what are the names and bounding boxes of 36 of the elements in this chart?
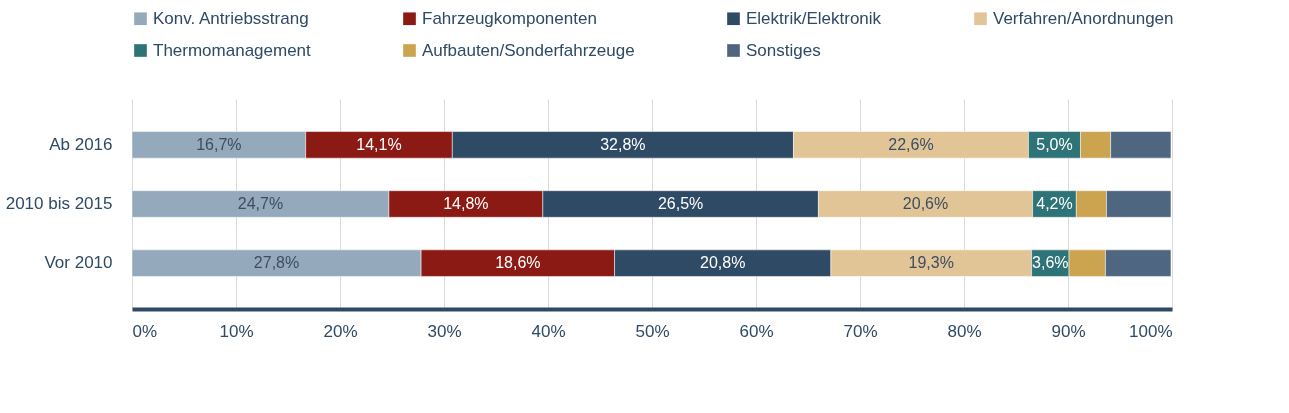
legend-label: Elektrik/Elektronik bbox=[746, 8, 882, 28]
data-label: 14,1% bbox=[356, 135, 402, 153]
legend-label: Aufbauten/Sonderfahrzeuge bbox=[422, 40, 635, 60]
data-label: 16,7% bbox=[196, 135, 242, 153]
x-tick-label: 40% bbox=[531, 321, 566, 341]
data-label: 26,5% bbox=[657, 195, 704, 212]
legend-label: Konv. Antriebsstrang bbox=[153, 8, 309, 28]
x-tick-label: 0% bbox=[132, 321, 158, 341]
x-tick-label: 70% bbox=[843, 321, 878, 341]
data-label: 32,8% bbox=[600, 135, 646, 153]
y-tick-label: 2010 bis 2015 bbox=[5, 194, 113, 213]
x-tick-label: 50% bbox=[635, 321, 670, 341]
x-tick-label: 60% bbox=[739, 321, 774, 341]
data-label: 19,3% bbox=[908, 254, 954, 272]
y-tick-label: Vor 2010 bbox=[44, 253, 113, 273]
data-label: 22,6% bbox=[888, 135, 934, 153]
data-label: 24,7% bbox=[237, 195, 284, 212]
legend-label: Fahrzeugkomponenten bbox=[422, 8, 597, 28]
legend-label: Sonstiges bbox=[746, 40, 821, 60]
x-tick-label: 20% bbox=[323, 321, 358, 341]
x-tick-label: 30% bbox=[427, 321, 462, 341]
data-label: 5,0% bbox=[1036, 135, 1073, 153]
legend-label: Thermomanagement bbox=[153, 40, 312, 60]
data-label: 3,6% bbox=[1032, 254, 1069, 272]
legend-label: Verfahren/Anordnungen bbox=[993, 8, 1174, 28]
data-label: 20,8% bbox=[700, 254, 746, 272]
x-tick-label: 100% bbox=[1129, 321, 1173, 341]
data-label: 4,2% bbox=[1036, 195, 1073, 212]
x-tick-label: 10% bbox=[219, 321, 254, 341]
data-label: 18,6% bbox=[495, 254, 541, 272]
data-label: 20,6% bbox=[902, 195, 949, 212]
data-label: 14,8% bbox=[443, 195, 489, 212]
x-tick-label: 90% bbox=[1051, 321, 1086, 341]
y-tick-label: Ab 2016 bbox=[49, 134, 113, 154]
x-tick-label: 80% bbox=[947, 321, 982, 341]
data-label: 27,8% bbox=[253, 254, 300, 272]
